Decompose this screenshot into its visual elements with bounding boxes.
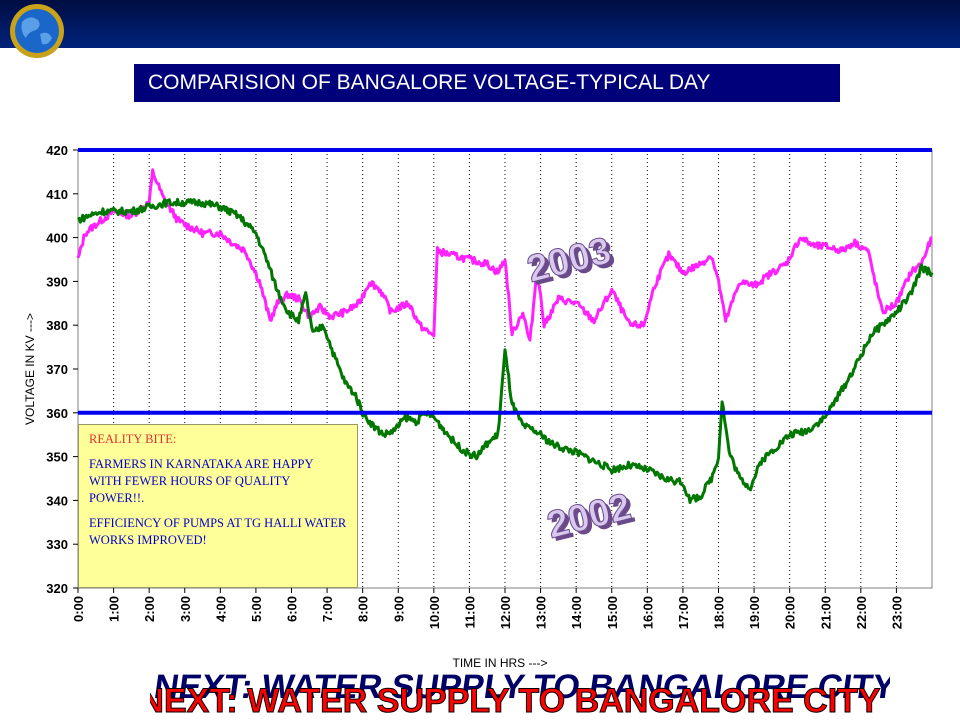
x-tick-label: 16:00 (640, 596, 655, 629)
note-line-efficiency: EFFICIENCY OF PUMPS AT TG HALLI WATER WO… (89, 516, 347, 547)
x-axis-title: TIME IN HRS ---> (453, 656, 548, 670)
y-tick-label: 370 (46, 362, 68, 377)
x-tick-label: 2:00 (142, 596, 157, 622)
annotation-2003-text: 2003 (523, 230, 615, 291)
x-tick-label: 5:00 (249, 596, 264, 622)
x-tick-label: 12:00 (498, 596, 513, 629)
note-title: REALITY BITE: (89, 432, 177, 446)
x-tick-label: 15:00 (605, 596, 620, 629)
annotation-2002-text: 2002 (543, 486, 635, 547)
y-tick-label: 340 (46, 493, 68, 508)
x-tick-label: 11:00 (462, 596, 477, 629)
x-tick-label: 4:00 (213, 596, 228, 622)
x-tick-label: 17:00 (676, 596, 691, 629)
y-tick-label: 320 (46, 581, 68, 596)
series-line-2002 (77, 197, 934, 504)
x-tick-label: 8:00 (356, 596, 371, 622)
y-tick-label: 350 (46, 450, 68, 465)
x-tick-label: 14:00 (569, 596, 584, 629)
x-tick-label: 20:00 (783, 596, 798, 629)
y-tick-label: 410 (46, 187, 68, 202)
series-line-2003 (76, 168, 933, 342)
y-axis-title: VOLTAGE IN KV ---> (23, 313, 37, 425)
top-header-band (0, 0, 960, 48)
x-tick-label: 1:00 (107, 596, 122, 622)
banner-text: NEXT: WATER SUPPLY TO BANGALORE CITY (150, 682, 881, 720)
x-tick-label: 18:00 (712, 596, 727, 629)
x-tick-label: 7:00 (320, 596, 335, 622)
y-tick-label: 400 (46, 231, 68, 246)
x-tick-label: 6:00 (285, 596, 300, 622)
note-line-farmers: FARMERS IN KARNATAKA ARE HAPPY WITH FEWE… (89, 457, 314, 505)
x-tick-label: 23:00 (889, 596, 904, 629)
slide-title: COMPARISION OF BANGALORE VOLTAGE-TYPICAL… (134, 64, 840, 102)
x-tick-label: 0:00 (71, 596, 86, 622)
reality-bite-note: REALITY BITE: FARMERS IN KARNATAKA ARE H… (78, 424, 358, 588)
y-tick-label: 380 (46, 318, 68, 333)
x-tick-label: 22:00 (854, 596, 869, 629)
banner-shadow-text: NEXT: WATER SUPPLY TO BANGALORE CITY (152, 668, 890, 706)
next-topic-banner: NEXT: WATER SUPPLY TO BANGALORE CITY NEX… (150, 668, 890, 720)
y-tick-label: 360 (46, 406, 68, 421)
y-tick-label: 420 (46, 143, 68, 158)
x-tick-label: 19:00 (747, 596, 762, 629)
x-tick-label: 13:00 (534, 596, 549, 629)
x-tick-label: 9:00 (391, 596, 406, 622)
globe-logo-icon (10, 4, 64, 58)
y-tick-label: 390 (46, 274, 68, 289)
x-tick-label: 21:00 (818, 596, 833, 629)
y-tick-label: 330 (46, 537, 68, 552)
x-tick-label: 3:00 (178, 596, 193, 622)
chart-series (76, 148, 934, 504)
x-tick-label: 10:00 (427, 596, 442, 629)
